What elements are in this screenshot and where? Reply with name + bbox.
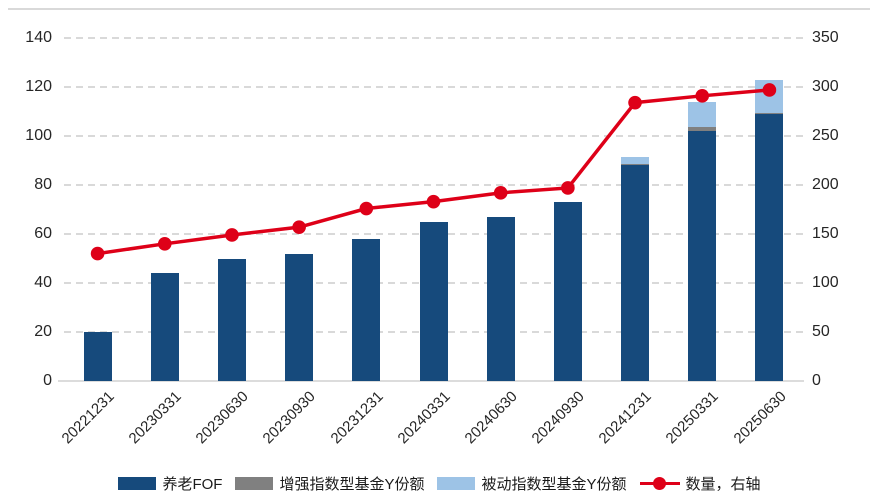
chart-top-border — [8, 8, 870, 10]
y-axis-right-tick: 200 — [812, 176, 839, 193]
legend: 养老FOF 增强指数型基金Y份额 被动指数型基金Y份额 数量，右轴 — [0, 468, 879, 498]
legend-label-enhanced-index: 增强指数型基金Y份额 — [279, 475, 425, 493]
y-axis-right-tick: 250 — [812, 127, 839, 144]
bar-segment — [352, 238, 381, 381]
y-axis-right-tick: 0 — [812, 372, 821, 389]
legend-label-passive-index: 被动指数型基金Y份额 — [481, 475, 627, 493]
x-axis-line — [58, 380, 804, 382]
bar-segment — [755, 112, 784, 114]
x-axis-tick: 20240331 — [394, 388, 454, 448]
bar-segment — [83, 332, 112, 381]
y-axis-right-tick: 100 — [812, 274, 839, 291]
y-axis-left-tick: 140 — [25, 29, 52, 46]
y-axis-left-tick: 0 — [43, 372, 52, 389]
bar-segment — [755, 113, 784, 381]
line-marker — [292, 220, 306, 234]
legend-label-pension-fof: 养老FOF — [162, 475, 223, 493]
line-marker — [493, 186, 508, 200]
gridline — [64, 37, 803, 39]
line-marker — [359, 201, 374, 216]
y-axis-left-tick: 120 — [25, 78, 52, 95]
bar-segment — [150, 273, 179, 381]
y-axis-right-tick: 50 — [812, 323, 830, 340]
bar-segment — [688, 101, 717, 128]
line-marker — [90, 246, 105, 261]
x-axis-tick: 20230630 — [192, 388, 252, 448]
legend-swatch-pension-fof — [118, 476, 157, 490]
bar-segment — [755, 79, 784, 113]
y-axis-left-tick: 100 — [25, 127, 52, 144]
x-axis-tick: 20230930 — [259, 388, 320, 448]
legend-line-marker-icon — [639, 476, 680, 490]
y-axis-right-tick: 150 — [812, 225, 839, 242]
x-axis-tick: 20240930 — [528, 388, 588, 448]
y-axis-left-tick: 80 — [34, 176, 52, 193]
x-axis-tick: 20250331 — [663, 388, 723, 448]
bar-segment — [688, 127, 717, 132]
y-axis-left-tick: 40 — [34, 274, 52, 291]
legend-item-enhanced-index: 增强指数型基金Y份额 — [235, 473, 424, 494]
bar-segment — [553, 202, 582, 381]
x-axis-tick: 20221231 — [58, 388, 118, 448]
legend-swatch-passive-index — [437, 476, 476, 490]
legend-swatch-enhanced-index — [235, 476, 274, 490]
y-axis-right-tick: 300 — [812, 78, 839, 95]
line-marker — [628, 95, 642, 110]
bar-segment — [419, 221, 448, 381]
x-axis-tick: 20230331 — [125, 388, 185, 448]
x-axis-tick: 20231231 — [327, 388, 387, 448]
line-marker — [426, 194, 441, 209]
legend-item-passive-index: 被动指数型基金Y份额 — [437, 473, 627, 494]
bar-segment — [621, 164, 650, 166]
gridline — [64, 86, 803, 88]
legend-item-count-right-axis: 数量，右轴 — [639, 473, 761, 494]
line-marker — [157, 237, 172, 251]
x-axis-tick: 20250630 — [730, 388, 790, 448]
bar-segment — [285, 253, 314, 381]
y-axis-left-tick: 20 — [34, 323, 52, 340]
x-axis-tick: 20240630 — [461, 388, 521, 448]
bar-segment — [486, 216, 515, 381]
x-axis-tick: 20241231 — [595, 388, 656, 448]
bar-segment — [217, 258, 246, 381]
y-axis-left-tick: 60 — [34, 225, 52, 242]
bar-segment — [688, 131, 717, 381]
line-marker — [695, 89, 710, 103]
legend-item-pension-fof: 养老FOF — [118, 473, 222, 494]
legend-label-count-right-axis: 数量，右轴 — [685, 475, 761, 493]
y-axis-right-tick: 350 — [812, 29, 839, 46]
bar-segment — [621, 165, 650, 381]
bar-segment — [621, 156, 650, 165]
